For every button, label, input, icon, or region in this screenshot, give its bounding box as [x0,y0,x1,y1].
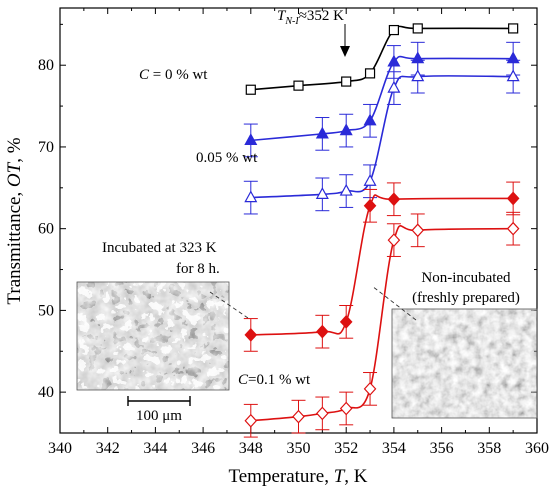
x-tick-label: 360 [525,440,549,457]
y-tick-label: 80 [38,57,54,74]
data-point [244,133,258,146]
series-4 [243,211,521,438]
incubated-micrograph-border [76,281,230,391]
data-point [412,23,423,34]
x-tick-label: 346 [191,440,215,457]
data-point [339,401,353,416]
x-axis-title: Temperature, T, K [228,466,367,487]
data-point [316,406,329,421]
data-point [411,223,425,238]
data-point [339,123,353,136]
data-point [387,80,401,93]
transition-sub: N-I [284,16,299,27]
y-tick-label: 50 [38,302,54,319]
x-axis-title-text: Temperature, [228,466,333,487]
scale-bar-label: 100 μm [136,408,182,424]
data-point [506,69,520,82]
label-c01-rest: =0.1 % wt [248,372,311,388]
data-point [339,183,353,196]
data-point [363,113,377,126]
series-line [250,55,514,142]
data-point [244,328,258,342]
x-tick-label: 352 [334,440,358,457]
x-axis-title-unit: , K [344,466,368,487]
data-point [315,187,329,199]
nonincubated-label-1: Non-incubated [421,270,511,286]
y-tick-label: 70 [38,139,54,156]
incubated-leader [209,291,249,319]
label-c0-rest: = 0 % wt [149,67,208,83]
data-point [387,192,401,207]
curves [243,23,521,438]
data-point [364,68,376,79]
series-0 [245,23,519,95]
data-point [506,221,520,236]
x-tick-label: 356 [430,440,454,457]
nonincubated-leader [371,285,417,321]
data-point [339,314,353,329]
nonincubated-micrograph-border [391,308,538,419]
label-c01: C=0.1 % wt [238,372,311,388]
y-axis-title-unit: , % [4,137,25,163]
series-1 [243,41,521,158]
y-tick-label: 40 [38,384,54,401]
y-tick-label: 60 [38,221,54,238]
data-point [293,80,304,91]
data-point [292,409,305,424]
data-point [506,191,520,206]
x-tick-label: 348 [239,440,263,457]
label-c01-var: C [238,372,249,388]
x-tick-label: 358 [477,440,501,457]
transition-var: T [277,8,287,24]
data-point [411,69,425,82]
axes: 340 342 344 346 348 350 352 354 356 358 360 40 50 60 7… [38,8,549,457]
label-c005: 0.05 % wt [196,150,258,166]
data-point [316,324,329,339]
y-axis-title-var: OT [4,161,25,187]
data-point [244,413,258,428]
series-2 [243,59,521,215]
data-point [315,126,329,139]
x-tick-label: 342 [96,440,120,457]
x-tick-label: 340 [48,440,72,457]
series-3 [243,181,521,352]
x-tick-label: 350 [287,440,311,457]
incubated-micrograph [77,282,229,390]
transition-value: ≈352 K [299,8,344,24]
data-point [388,24,399,36]
incubated-label-2: for 8 h. [176,261,220,277]
incubated-label-1: Incubated at 323 K [102,240,217,256]
data-point [363,198,377,213]
data-point [387,54,401,67]
transition-arrowhead [340,46,350,57]
data-point [245,84,256,95]
data-point [363,174,377,186]
y-axis-title-text: Transmittance, [4,187,25,305]
nonincubated-micrograph [392,309,537,418]
x-axis-title-var: T [334,466,346,487]
x-tick-label: 344 [143,440,167,457]
x-tick-label: 354 [382,440,406,457]
transition-label: TN-I≈352 K [277,8,344,27]
label-c0: C = 0 % wt [139,67,208,83]
data-point [244,190,258,203]
y-axis-title: Transmittance, OT, % [4,137,25,304]
data-point [363,381,377,396]
data-point [387,233,401,248]
data-point [508,23,519,34]
data-point [341,76,352,87]
label-c0-var: C [139,67,150,83]
nonincubated-label-2: (freshly prepared) [412,290,520,306]
